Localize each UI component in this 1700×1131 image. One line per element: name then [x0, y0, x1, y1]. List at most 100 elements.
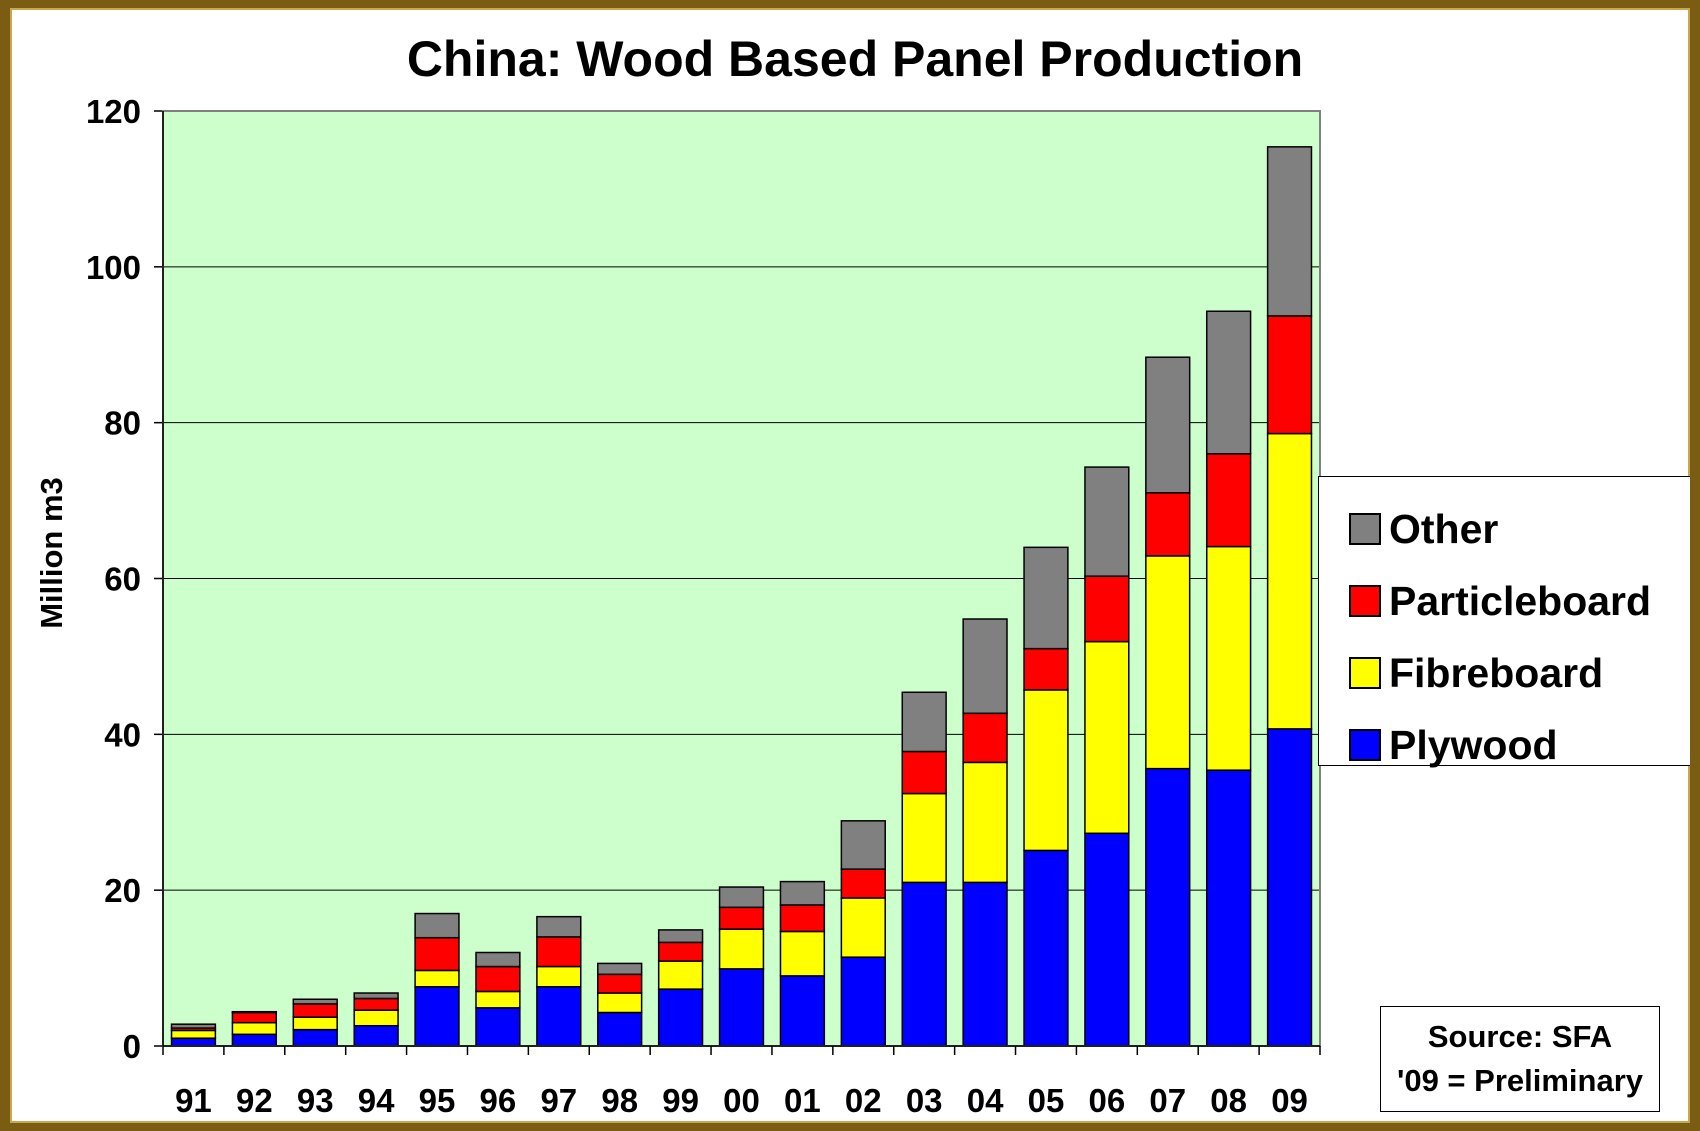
bar-fibreboard-98 [597, 992, 643, 1014]
bar-fibreboard-07 [1145, 555, 1191, 770]
bar-plywood-92 [231, 1033, 278, 1047]
x-tick-label: 05 [1028, 1082, 1065, 1119]
bar-particleboard-02 [840, 868, 886, 899]
x-tick-label: 94 [358, 1082, 395, 1119]
bar-fibreboard-99 [657, 960, 704, 990]
bar-plywood-05 [1023, 849, 1069, 1047]
bar-plywood-02 [840, 956, 886, 1047]
x-tick-label: 96 [480, 1082, 517, 1119]
legend-label: Other [1389, 505, 1499, 552]
bar-other-01 [779, 880, 826, 906]
y-tick-label: 0 [123, 1028, 141, 1065]
bar-particleboard-98 [597, 973, 643, 994]
bar-fibreboard-05 [1023, 689, 1069, 852]
chart-title: China: Wood Based Panel Production [407, 31, 1303, 87]
bar-plywood-95 [414, 986, 460, 1047]
x-tick-label: 08 [1210, 1082, 1247, 1119]
bar-other-92 [231, 1010, 278, 1014]
bar-fibreboard-96 [475, 990, 521, 1009]
legend-item-particleboard: Particleboard [1319, 565, 1690, 637]
legend-label: Plywood [1389, 721, 1558, 768]
bar-other-99 [657, 929, 704, 944]
bar-plywood-96 [475, 1007, 521, 1047]
legend-item-plywood: Plywood [1319, 709, 1690, 781]
bar-fibreboard-02 [840, 897, 886, 958]
bar-fibreboard-04 [962, 761, 1008, 884]
x-tick-label: 91 [175, 1082, 212, 1119]
x-tick-label: 98 [601, 1082, 638, 1119]
bar-other-98 [597, 962, 643, 976]
bar-plywood-01 [779, 975, 826, 1047]
bar-fibreboard-00 [718, 928, 765, 970]
bar-particleboard-93 [292, 1003, 338, 1018]
y-tick-label: 20 [104, 872, 141, 909]
bar-fibreboard-09 [1266, 432, 1313, 730]
bar-fibreboard-01 [779, 930, 826, 977]
bar-other-97 [536, 915, 582, 938]
bar-other-96 [475, 951, 521, 968]
bar-other-93 [292, 998, 338, 1005]
x-tick-label: 99 [662, 1082, 699, 1119]
chart: China: Wood Based Panel Production 02040… [34, 31, 1321, 1119]
bars [170, 146, 1313, 1047]
bar-other-09 [1266, 146, 1313, 317]
bar-particleboard-95 [414, 936, 460, 972]
legend-label: Fibreboard [1389, 649, 1604, 696]
bar-plywood-03 [901, 881, 947, 1047]
bar-particleboard-96 [475, 965, 521, 993]
bar-particleboard-97 [536, 936, 582, 968]
bar-particleboard-94 [353, 997, 399, 1011]
bar-fibreboard-97 [536, 965, 582, 988]
axes: 0 20 40 60 80 100 120 91 92 93 94 95 96 97 98 99 00 01 02 0… [86, 93, 1321, 1119]
bar-fibreboard-03 [901, 792, 947, 884]
bar-particleboard-03 [901, 750, 947, 795]
bar-particleboard-09 [1266, 315, 1313, 435]
bar-plywood-93 [292, 1028, 338, 1047]
x-tick-label: 97 [540, 1082, 577, 1119]
bar-other-06 [1084, 466, 1130, 577]
bar-particleboard-08 [1205, 453, 1252, 548]
legend-swatch [1349, 729, 1381, 761]
x-tick-label: 04 [967, 1082, 1004, 1119]
bar-fibreboard-94 [353, 1009, 399, 1027]
bar-particleboard-00 [718, 906, 765, 930]
y-tick-label: 80 [104, 405, 141, 442]
bar-other-03 [901, 691, 947, 753]
legend-swatch [1349, 657, 1381, 689]
x-tick-label: 06 [1089, 1082, 1126, 1119]
bar-fibreboard-95 [414, 969, 460, 988]
legend-swatch [1349, 585, 1381, 617]
bar-other-08 [1205, 310, 1252, 455]
y-tick-label: 60 [104, 561, 141, 598]
bar-plywood-07 [1145, 767, 1191, 1047]
bar-other-94 [353, 992, 399, 1000]
bar-plywood-04 [962, 881, 1008, 1047]
bar-particleboard-04 [962, 712, 1008, 764]
legend: Other Particleboard Fibreboard Plywood [1318, 476, 1690, 768]
x-tick-label: 01 [784, 1082, 821, 1119]
bar-other-02 [840, 820, 886, 870]
legend-item-fibreboard: Fibreboard [1319, 637, 1690, 709]
bar-particleboard-92 [231, 1011, 278, 1024]
bar-plywood-98 [597, 1011, 643, 1047]
x-tick-label: 00 [723, 1082, 760, 1119]
bar-plywood-94 [353, 1024, 399, 1047]
preliminary-note: '09 = Preliminary [1396, 1063, 1644, 1098]
bar-other-04 [962, 618, 1008, 715]
x-tick-label: 92 [236, 1082, 273, 1119]
bar-particleboard-06 [1084, 575, 1130, 643]
x-tick-label: 03 [906, 1082, 943, 1119]
bar-other-00 [718, 886, 765, 909]
y-tick-label: 40 [104, 716, 141, 753]
bar-plywood-09 [1266, 728, 1313, 1047]
bar-other-07 [1145, 356, 1191, 494]
x-tick-label: 95 [419, 1082, 456, 1119]
bar-plywood-99 [657, 988, 704, 1047]
y-tick-label: 100 [86, 249, 141, 286]
bar-fibreboard-08 [1205, 545, 1252, 771]
legend-label: Particleboard [1389, 577, 1652, 624]
bar-plywood-00 [718, 968, 765, 1047]
x-tick-label: 02 [845, 1082, 882, 1119]
bar-plywood-97 [536, 986, 582, 1047]
y-axis-title: Million m3 [34, 477, 69, 629]
